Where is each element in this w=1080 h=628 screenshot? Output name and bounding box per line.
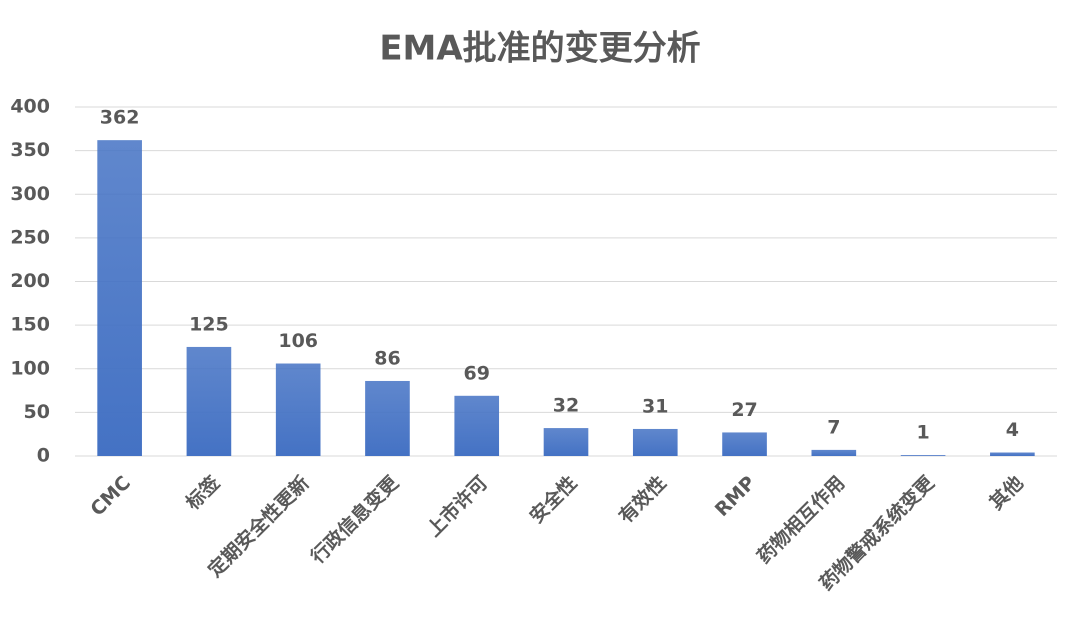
- bar: [275, 363, 321, 456]
- data-label: 69: [464, 362, 490, 384]
- y-tick-label: 50: [24, 401, 50, 423]
- data-label: 31: [642, 395, 668, 417]
- x-tick-label: 安全性: [525, 471, 582, 528]
- data-label: 1: [916, 422, 929, 444]
- x-tick-label: CMC: [86, 472, 135, 521]
- x-tick-label: 上市许可: [422, 471, 492, 541]
- data-label: 362: [100, 107, 140, 129]
- bar: [365, 380, 410, 456]
- x-tick-label: RMP: [711, 472, 760, 521]
- y-tick-label: 400: [10, 96, 50, 118]
- bar: [454, 395, 500, 456]
- y-tick-label: 300: [10, 183, 50, 205]
- bar: [990, 452, 1035, 456]
- data-label: 32: [553, 395, 579, 417]
- x-tick-label: 有效性: [614, 471, 671, 528]
- y-tick-label: 150: [10, 314, 50, 336]
- x-tick-label: 行政信息变更: [305, 470, 403, 568]
- data-label: 125: [189, 313, 229, 335]
- chart-title: EMA批准的变更分析: [379, 29, 700, 69]
- x-tick-label: 药物相互作用: [752, 471, 849, 568]
- data-label: 106: [278, 330, 318, 352]
- y-tick-label: 0: [37, 445, 50, 467]
- y-tick-label: 200: [10, 270, 50, 292]
- data-label: 7: [827, 416, 840, 438]
- data-label: 86: [374, 347, 400, 369]
- y-tick-label: 100: [10, 357, 50, 379]
- bar: [543, 428, 589, 456]
- bar: [722, 432, 767, 456]
- bar: [186, 346, 232, 456]
- data-label: 27: [731, 399, 757, 421]
- x-tick-label: 标签: [181, 470, 225, 514]
- data-label: 4: [1006, 419, 1019, 441]
- x-tick-label: 其他: [985, 471, 1028, 514]
- y-tick-label: 250: [10, 226, 50, 248]
- bar: [632, 428, 678, 456]
- y-tick-label: 350: [10, 139, 50, 161]
- bar: [811, 449, 857, 456]
- bar: [900, 455, 946, 456]
- bar: [97, 140, 142, 456]
